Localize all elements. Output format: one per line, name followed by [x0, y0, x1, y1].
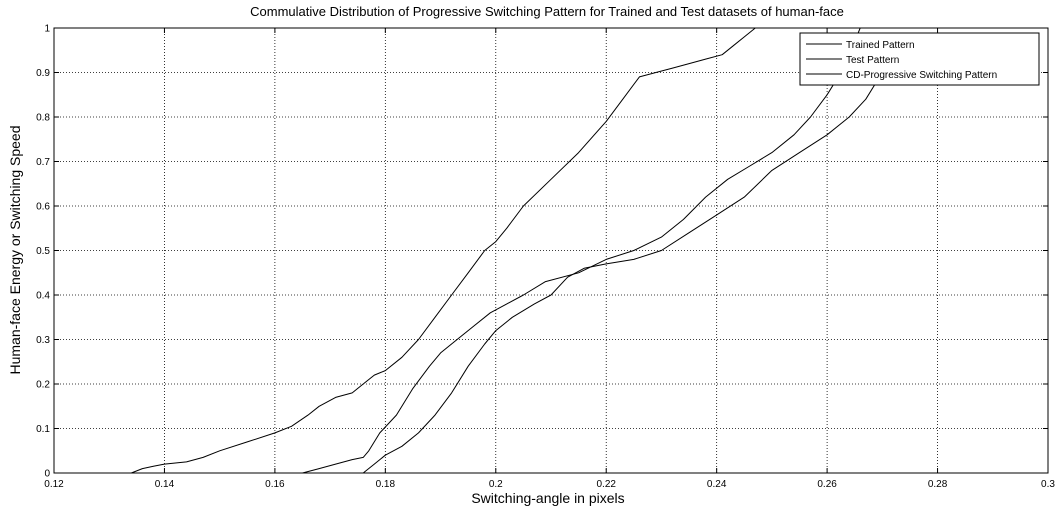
y-tick-label: 0.6: [36, 202, 50, 213]
legend-label-cd: CD-Progressive Switching Pattern: [846, 70, 997, 81]
x-tick-label: 0.26: [817, 479, 837, 490]
x-tick-label: 0.18: [376, 479, 396, 490]
x-tick-label: 0.3: [1041, 479, 1055, 490]
grid-lines: [53, 27, 1049, 474]
y-tick-label: 0: [44, 469, 50, 480]
x-tick-label: 0.22: [596, 479, 616, 490]
y-tick-label: 0.9: [36, 68, 50, 79]
y-tick-label: 0.2: [36, 380, 50, 391]
y-tick-label: 0.8: [36, 113, 50, 124]
x-tick-label: 0.24: [707, 479, 727, 490]
y-tick-label: 0.1: [36, 424, 50, 435]
plot-frame: [53, 27, 1049, 474]
legend: Trained Pattern Test Pattern CD-Progress…: [799, 32, 1040, 86]
y-tick-label: 0.4: [36, 291, 50, 302]
axis-ticks: 0.12 0.14 0.16 0.18 0.2 0.22 0.24 0.26 0.28 0.3 0 0…: [36, 24, 1055, 491]
y-tick-label: 0.5: [36, 246, 50, 257]
y-axis-label: Human-face Energy or Switching Speed: [7, 125, 23, 374]
legend-label-trained: Trained Pattern: [846, 40, 915, 51]
y-tick-label: 0.3: [36, 335, 50, 346]
y-tick-label: 1: [44, 24, 50, 35]
y-tick-label: 0.7: [36, 157, 50, 168]
x-tick-label: 0.12: [44, 479, 64, 490]
x-axis-label: Switching-angle in pixels: [471, 490, 624, 506]
x-tick-label: 0.2: [489, 479, 503, 490]
cd-progressive-switching-pattern-line: [362, 72, 883, 474]
trained-pattern-line: [131, 27, 756, 474]
x-tick-label: 0.28: [928, 479, 948, 490]
series-layer: [131, 27, 883, 474]
legend-label-test: Test Pattern: [846, 55, 899, 66]
test-pattern-line: [302, 27, 861, 474]
chart-title: Commulative Distribution of Progressive …: [250, 4, 844, 19]
x-tick-label: 0.16: [265, 479, 285, 490]
x-tick-label: 0.14: [155, 479, 175, 490]
